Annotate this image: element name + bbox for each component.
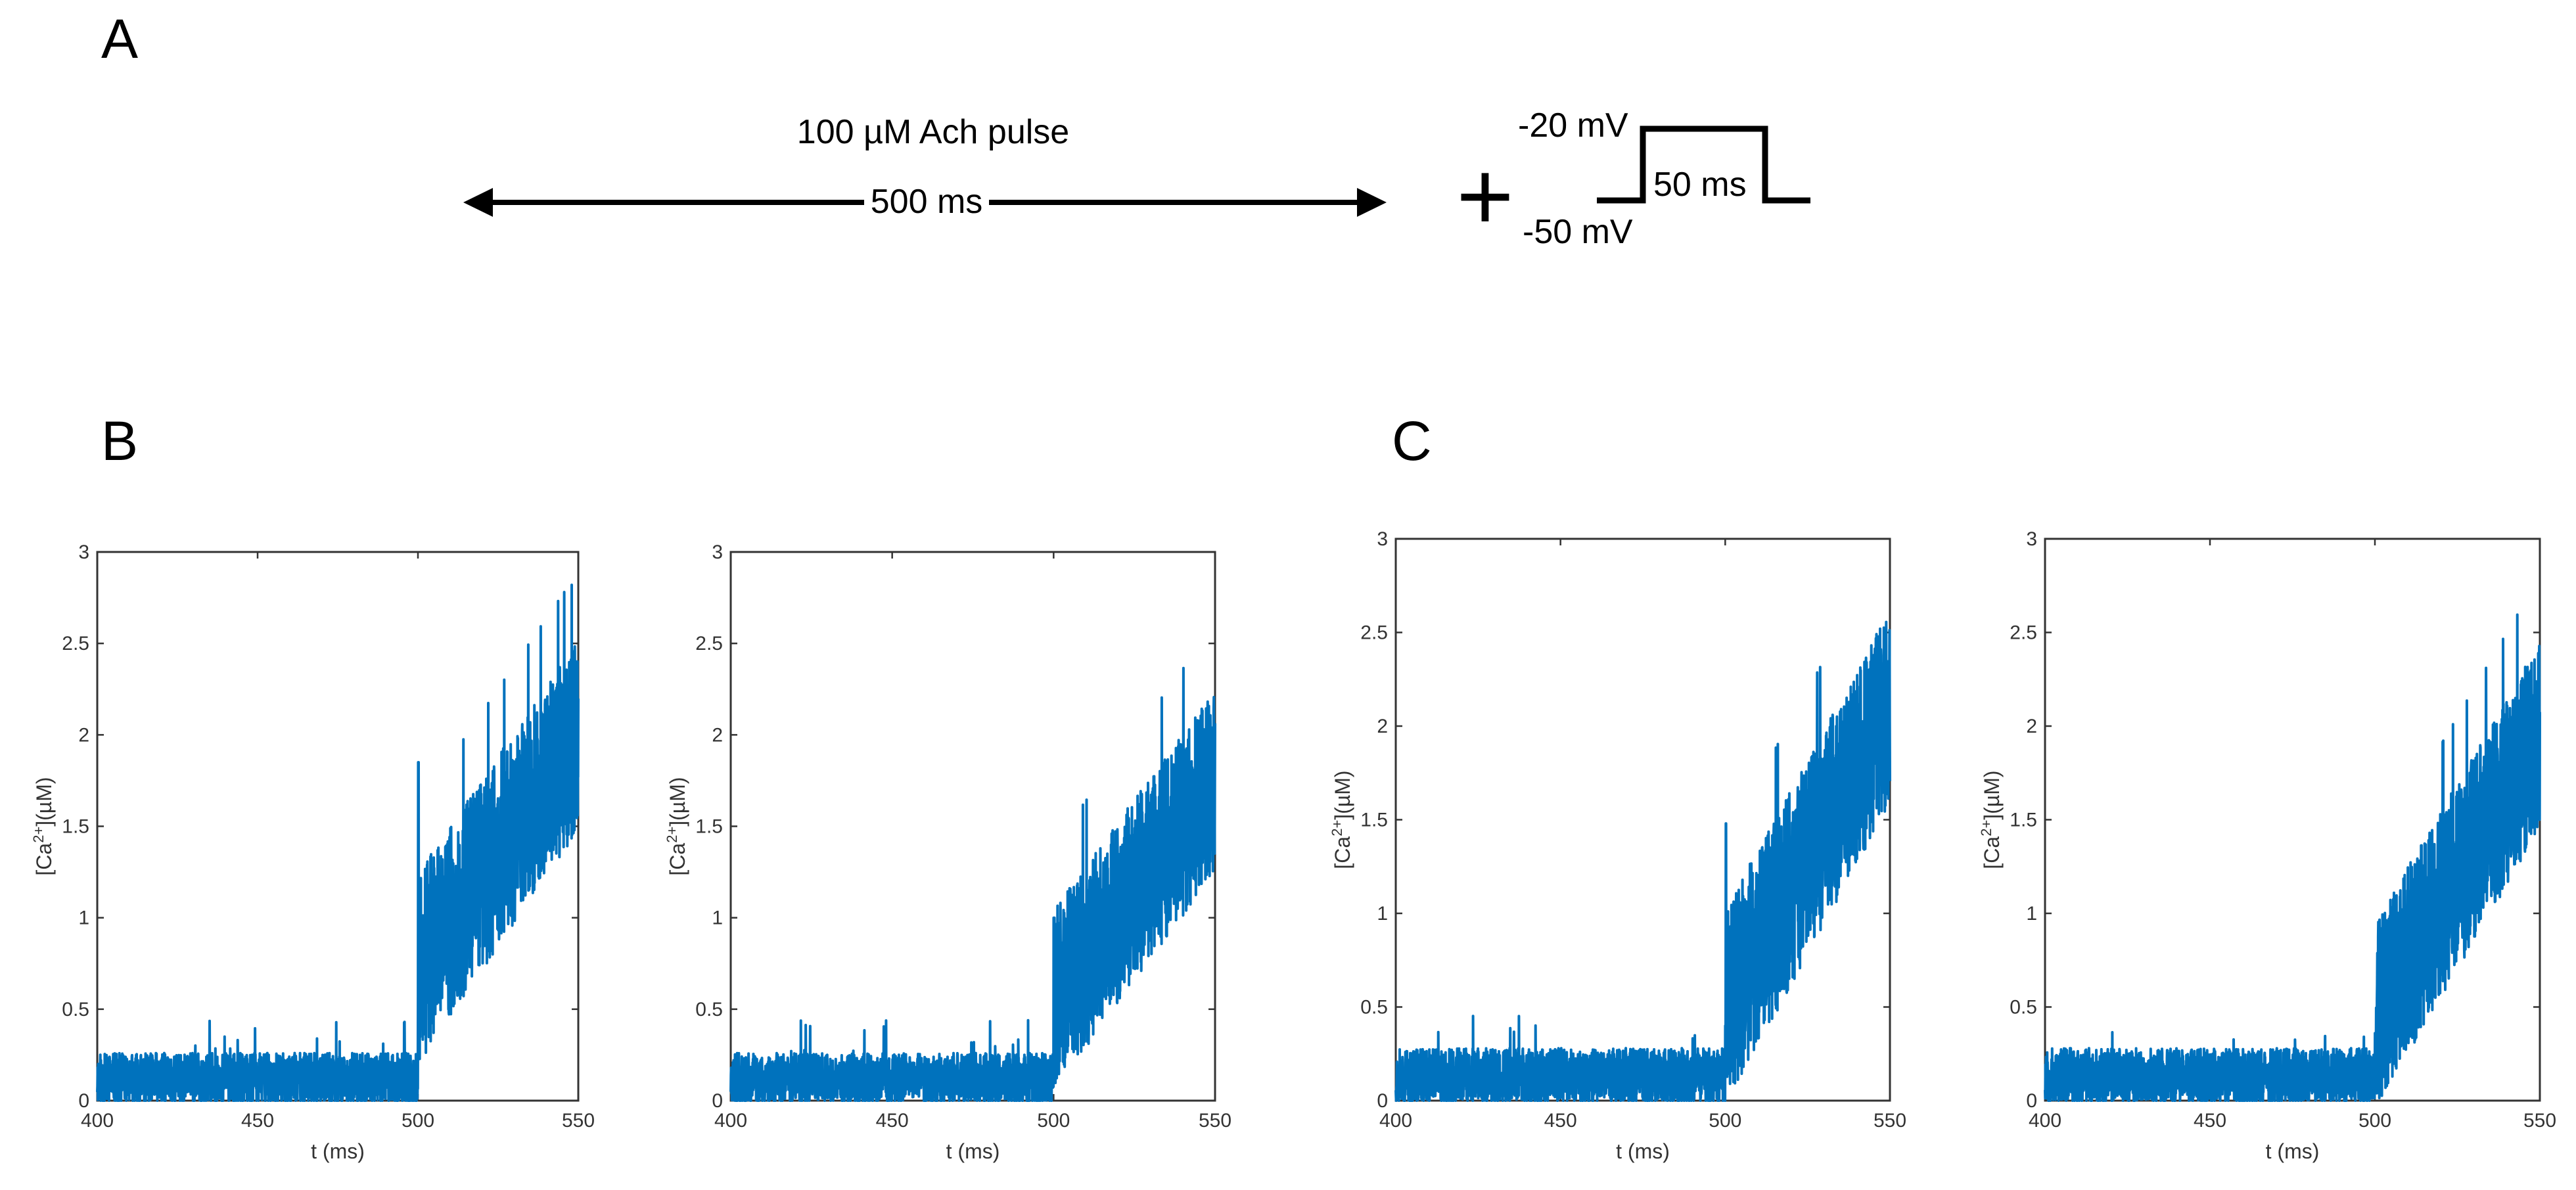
x-axis-label: t (ms) xyxy=(1616,1139,1670,1163)
y-tick-label: 1 xyxy=(78,907,89,929)
y-tick-label: 2 xyxy=(1377,716,1388,737)
duration-label: 500 ms xyxy=(871,183,983,221)
chart-4: 400 450 500 550 0 0.5 1 1.5 2 2.5 3 t (ms) [Ca2+](µM… xyxy=(1978,528,2557,1163)
x-tick-label: 500 xyxy=(2358,1110,2391,1132)
x-tick-label: 500 xyxy=(1709,1110,1741,1132)
x-tick-label: 400 xyxy=(714,1110,747,1132)
y-tick-label: 1.5 xyxy=(2010,810,2037,831)
plus-sign: + xyxy=(1456,141,1514,251)
x-tick-label: 450 xyxy=(1544,1110,1577,1132)
y-axis-label: [Ca2+](µM) xyxy=(1978,770,2004,869)
calcium-trace xyxy=(729,666,1216,1102)
y-tick-label: 1 xyxy=(2026,903,2037,925)
y-axis-label: [Ca2+](µM) xyxy=(664,777,690,875)
chart-2: 400 450 500 550 0 0.5 1 1.5 2 2.5 3 t (ms) [Ca2+](µM… xyxy=(664,541,1232,1163)
x-tick-label: 450 xyxy=(2194,1110,2226,1132)
calcium-trace xyxy=(1394,620,1891,1102)
x-tick-label: 450 xyxy=(241,1110,274,1132)
y-tick-label: 1.5 xyxy=(62,816,89,838)
y-tick-label: 3 xyxy=(78,541,89,563)
y-axis-label: [Ca2+](µM) xyxy=(1329,770,1355,869)
y-tick-label: 2.5 xyxy=(62,633,89,654)
chart-1: 400 450 500 550 0 0.5 1 1.5 2 2.5 3 t (ms) [Ca2+](µM… xyxy=(30,541,595,1163)
x-tick-label: 550 xyxy=(1874,1110,1906,1132)
calcium-charts: 400 450 500 550 0 0.5 1 1.5 2 2.5 3 t (ms) [Ca2+](µM… xyxy=(30,528,2557,1163)
y-tick-label: 1.5 xyxy=(1360,810,1388,831)
y-axis-label: [Ca2+](µM) xyxy=(30,777,57,875)
voltage-step-trace xyxy=(1597,126,1810,204)
y-tick-label: 2.5 xyxy=(695,633,723,654)
protocol-diagram: A 100 µM Ach pulse 500 ms + -20 mV -50 m… xyxy=(101,8,1810,251)
y-tick-label: 0.5 xyxy=(62,999,89,1020)
step-high-label: -20 mV xyxy=(1518,106,1628,145)
panel-label-b: B xyxy=(101,410,138,472)
y-tick-label: 2.5 xyxy=(2010,622,2037,644)
y-tick-label: 1.5 xyxy=(695,816,723,838)
y-tick-label: 3 xyxy=(1377,528,1388,550)
y-tick-label: 0 xyxy=(78,1090,89,1112)
pulse-label: 100 µM Ach pulse xyxy=(797,113,1069,151)
y-tick-label: 0.5 xyxy=(695,999,723,1020)
x-tick-label: 400 xyxy=(2029,1110,2061,1132)
x-tick-label: 400 xyxy=(81,1110,114,1132)
x-tick-label: 500 xyxy=(1037,1110,1070,1132)
y-tick-label: 0 xyxy=(712,1090,723,1112)
x-tick-label: 450 xyxy=(876,1110,909,1132)
y-tick-label: 1 xyxy=(712,907,723,929)
y-tick-label: 2 xyxy=(2026,716,2037,737)
y-tick-label: 2.5 xyxy=(1360,622,1388,644)
y-tick-label: 2 xyxy=(712,724,723,746)
y-tick-label: 1 xyxy=(1377,903,1388,925)
chart-3: 400 450 500 550 0 0.5 1 1.5 2 2.5 3 t (ms) [Ca2+](µM… xyxy=(1329,528,1907,1163)
y-tick-label: 0 xyxy=(2026,1090,2037,1112)
y-tick-label: 2 xyxy=(78,724,89,746)
y-tick-label: 0.5 xyxy=(2010,997,2037,1018)
x-axis-label: t (ms) xyxy=(946,1139,1000,1163)
panel-label-c: C xyxy=(1392,410,1432,472)
x-axis-label: t (ms) xyxy=(311,1139,365,1163)
x-axis-label: t (ms) xyxy=(2266,1139,2320,1163)
duration-arrow xyxy=(463,188,1387,217)
x-tick-label: 550 xyxy=(562,1110,595,1132)
x-tick-label: 550 xyxy=(1199,1110,1231,1132)
calcium-trace xyxy=(96,584,580,1102)
x-tick-label: 500 xyxy=(402,1110,434,1132)
y-tick-label: 0 xyxy=(1377,1090,1388,1112)
y-tick-label: 0.5 xyxy=(1360,997,1388,1018)
step-duration-label: 50 ms xyxy=(1653,166,1747,204)
panel-label-a: A xyxy=(101,8,138,70)
step-low-label: -50 mV xyxy=(1523,213,1633,251)
calcium-trace xyxy=(2044,613,2541,1102)
x-tick-label: 550 xyxy=(2523,1110,2556,1132)
y-tick-label: 3 xyxy=(2026,528,2037,550)
y-tick-label: 3 xyxy=(712,541,723,563)
x-tick-label: 400 xyxy=(1379,1110,1412,1132)
